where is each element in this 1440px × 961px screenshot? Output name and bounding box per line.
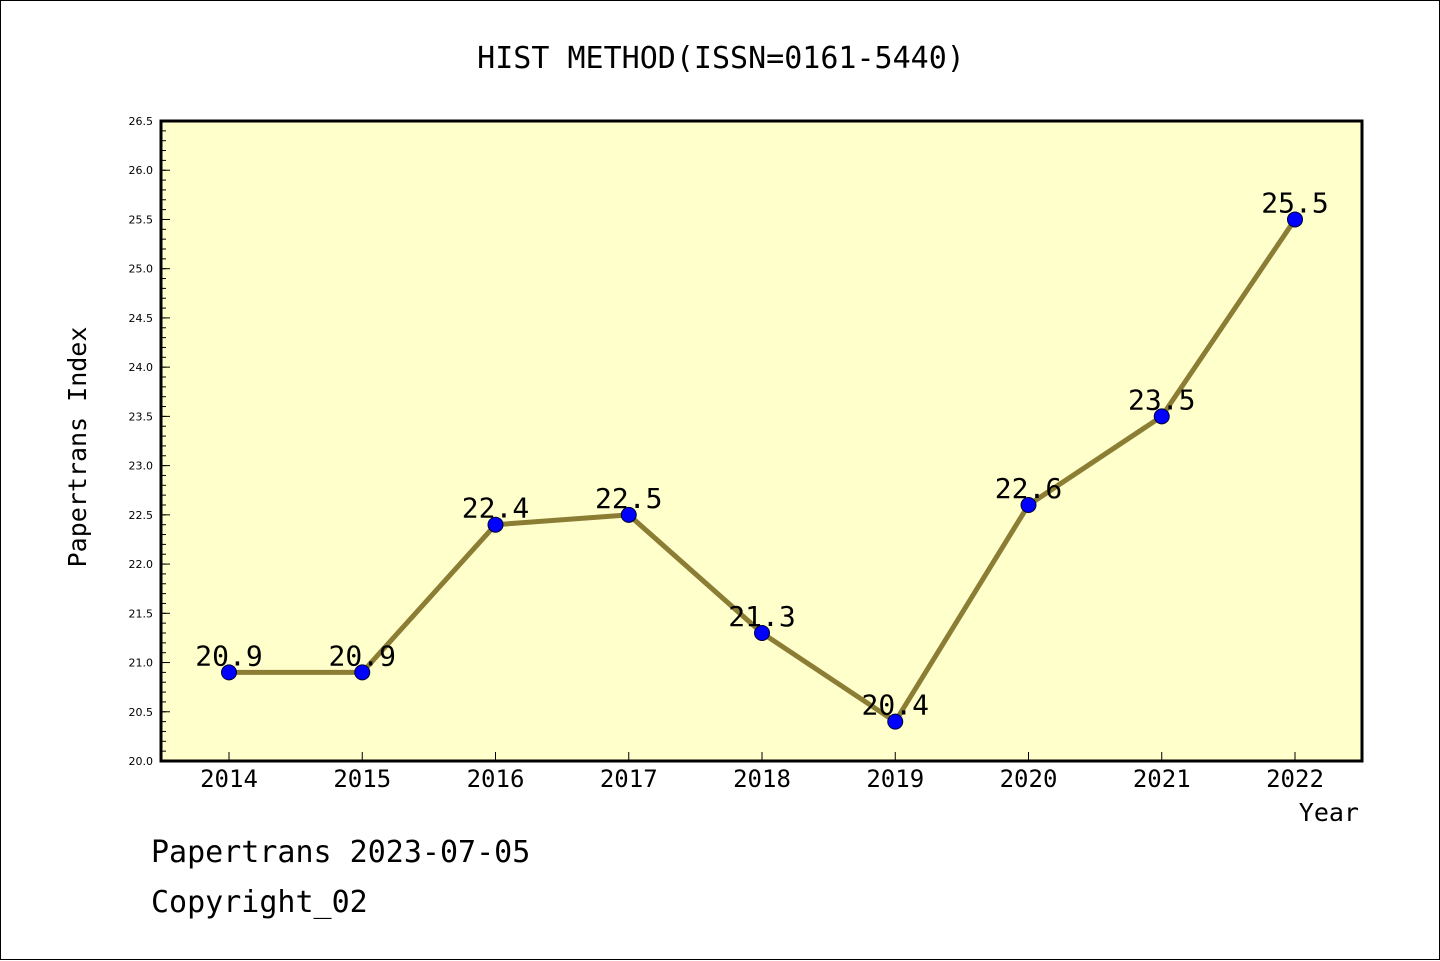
x-tick-label: 2020 <box>1000 765 1058 793</box>
x-tick-label: 2022 <box>1266 765 1324 793</box>
y-tick-label: 20.0 <box>129 755 154 768</box>
y-tick-labels: 20.0 20.5 21.0 21.5 22.0 22.5 23.0 23.5 24.0 24.5… <box>129 115 154 768</box>
y-tick-label: 21.5 <box>129 607 154 620</box>
y-tick-label: 21.0 <box>129 657 154 670</box>
data-point <box>487 516 504 533</box>
y-tick-label: 24.0 <box>129 361 154 374</box>
data-point <box>887 713 904 730</box>
data-labels: 20.9 20.9 22.4 22.5 21.3 20.4 22.6 23.5 25.5 <box>195 186 1328 721</box>
data-point <box>354 664 371 681</box>
data-label: 20.4 <box>862 689 929 722</box>
data-label: 22.5 <box>595 482 662 515</box>
x-tick-label: 2019 <box>866 765 924 793</box>
y-tick-label: 23.5 <box>129 410 154 423</box>
x-axis-label: Year <box>1299 798 1359 827</box>
footer-copyright: Copyright_02 <box>151 885 368 920</box>
data-point <box>1153 408 1170 425</box>
chart-title: HIST METHOD(ISSN=0161-5440) <box>477 41 965 76</box>
y-tick-label: 25.0 <box>129 263 154 276</box>
y-tick-label: 23.0 <box>129 460 154 473</box>
x-tick-label: 2016 <box>467 765 525 793</box>
y-tick-label: 26.0 <box>129 164 154 177</box>
y-tick-label: 22.5 <box>129 509 154 522</box>
x-tick-label: 2017 <box>600 765 658 793</box>
x-tick-label: 2014 <box>200 765 258 793</box>
y-tick-label: 20.5 <box>129 706 154 719</box>
x-tick-label: 2018 <box>733 765 791 793</box>
data-label: 21.3 <box>728 600 795 633</box>
y-tick-label: 22.0 <box>129 558 154 571</box>
y-tick-label: 24.5 <box>129 312 154 325</box>
data-point <box>221 664 237 681</box>
y-tick-label: 25.5 <box>129 213 154 226</box>
x-tick-label: 2021 <box>1133 765 1191 793</box>
data-point <box>620 506 637 523</box>
data-point <box>1287 211 1303 228</box>
data-label: 22.6 <box>995 472 1062 505</box>
data-label: 20.9 <box>195 639 262 672</box>
data-label: 20.9 <box>329 639 396 672</box>
series-markers <box>221 211 1303 730</box>
x-tick-label: 2015 <box>333 765 391 793</box>
plot-area <box>161 121 1362 761</box>
data-label: 25.5 <box>1261 186 1328 219</box>
data-point <box>1020 497 1037 513</box>
plot-border <box>159 119 1364 763</box>
data-point <box>754 625 770 641</box>
x-tick-labels: 2014 2015 2016 2017 2018 2019 2020 2021 2022 <box>200 765 1324 793</box>
data-label: 22.4 <box>462 492 529 525</box>
y-tick-label: 26.5 <box>129 115 154 128</box>
data-label: 23.5 <box>1128 383 1195 416</box>
footer-date: Papertrans 2023-07-05 <box>151 835 531 870</box>
y-axis-label: Papertrans Index <box>63 327 92 568</box>
